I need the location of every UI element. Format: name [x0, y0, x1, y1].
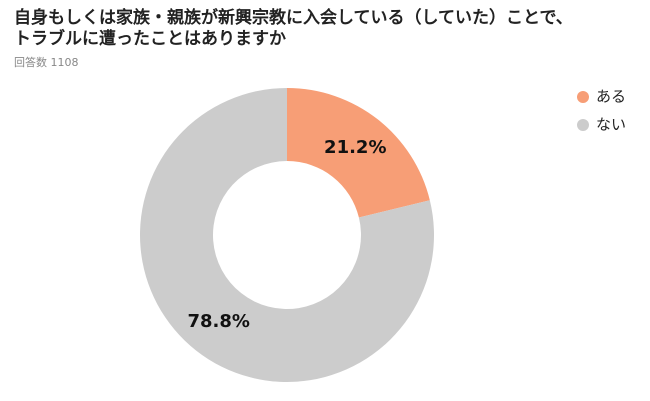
legend-marker [577, 91, 589, 103]
donut-slice [140, 88, 434, 382]
data-label: 21.2% [324, 137, 386, 158]
donut-slice [287, 88, 430, 218]
legend-marker [577, 119, 589, 131]
chart-title: 自身もしくは家族・親族が新興宗教に入会している（していた）ことで、 トラブルに遭… [14, 8, 573, 49]
legend-label: ない [596, 116, 626, 134]
chart-subtitle: 回答数 1108 [14, 56, 79, 69]
data-label: 78.8% [187, 311, 249, 332]
legend-label: ある [596, 88, 626, 106]
